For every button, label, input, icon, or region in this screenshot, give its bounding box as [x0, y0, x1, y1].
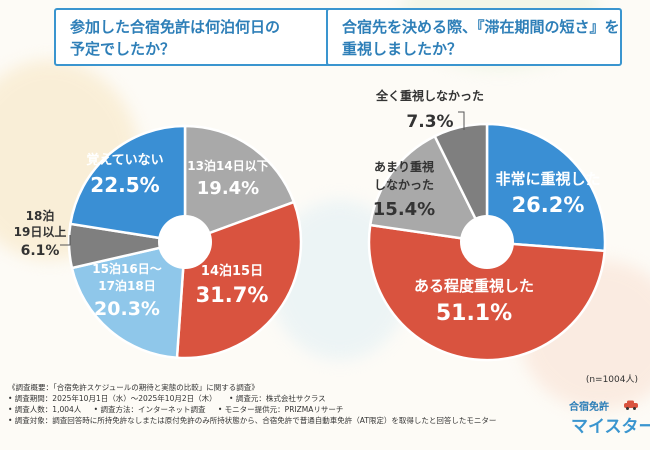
left-category-label-1: 14泊15日: [201, 263, 263, 279]
left-category-label-2: 17泊18日: [98, 278, 155, 293]
left-value-label-3: 6.1%: [21, 243, 60, 259]
right-value-label-1: 51.1%: [436, 301, 512, 326]
footer-row-2: • 調査人数：1,004人 • 調査方法：インターネット調査 • モニター提供元…: [8, 404, 568, 415]
right-value-label-3: 7.3%: [406, 112, 453, 132]
left-question-box: 参加した合宿免許は何泊何日の 予定でしたか？: [54, 8, 339, 66]
left-leader-line: [60, 235, 71, 246]
footer-row-1: • 調査期間：2025年10月1日（水）～2025年10月2日（木） • 調査元…: [8, 393, 568, 404]
left-slice-0: [183, 124, 296, 244]
right-value-label-0: 26.2%: [512, 193, 585, 217]
right-category-label-1: ある程度重視した: [414, 277, 534, 295]
left-category-label-3: 18泊: [26, 208, 55, 223]
left-question-line1: 参加した合宿免許は何泊何日の: [70, 18, 281, 36]
left-question-line2: 予定でしたか？: [70, 40, 176, 58]
right-donut-hole: [460, 215, 514, 269]
sample-size-note: (n=1004人): [585, 375, 638, 385]
right-category-label-2: しなかった: [374, 178, 434, 192]
left-donut-chart: 13泊14日以下 19.4% 14泊15日 31.7% 15泊16日～ 17泊18日 20.…: [14, 124, 303, 360]
footer-monitor: • モニター提供元：PRIZMAリサーチ: [217, 405, 344, 414]
left-slice-2: [70, 240, 187, 360]
right-question-box: 合宿先を決める際、『滞在期間の短さ』を 重視しましたか？: [326, 8, 622, 66]
left-category-label-4: 覚えていない: [85, 152, 163, 168]
right-category-label-0: 非常に重視した: [495, 170, 600, 188]
right-slice-2: [368, 134, 490, 244]
left-category-label-0: 13泊14日以下: [187, 158, 268, 173]
left-value-label-1: 31.7%: [196, 283, 269, 307]
left-value-label-2: 20.3%: [94, 298, 160, 320]
footer-respondents: • 調査人数：1,004人: [8, 405, 82, 414]
car-icon: [624, 400, 638, 410]
left-category-label-2: 15泊16日～: [92, 261, 161, 276]
right-leader-line: [458, 111, 465, 130]
brand-logo: 合宿免許 マイスター: [565, 398, 650, 442]
footer-source: • 調査元：株式会社サクラス: [229, 394, 326, 403]
logo-top-text: 合宿免許: [569, 402, 609, 413]
logo-main-text: マイスター: [571, 417, 650, 437]
left-slice-4: [68, 124, 187, 244]
footer-target: • 調査対象：調査回答時に所持免許なしまたは原付免許のみ所持状態から、合宿免許で…: [8, 416, 497, 425]
left-value-label-4: 22.5%: [90, 173, 159, 197]
right-value-label-2: 15.4%: [373, 199, 435, 220]
right-question-line2: 重視しましたか？: [342, 40, 463, 58]
right-slice-1: [367, 223, 607, 362]
footer-title: 《調査概要：「合宿免許スケジュールの期待と実態の比較」に関する調査》: [8, 383, 259, 392]
footer-period: • 調査期間：2025年10月1日（水）～2025年10月2日（木）: [8, 394, 217, 403]
left-donut-hole: [158, 215, 212, 269]
left-category-label-3: 19日以上: [14, 224, 67, 239]
right-category-label-2: あまり重視: [374, 159, 434, 174]
right-question-line1: 合宿先を決める際、『滞在期間の短さ』を: [342, 18, 620, 36]
right-slice-0: [485, 122, 607, 253]
right-category-label-3: 全く重視しなかった: [375, 88, 484, 103]
left-value-label-0: 19.4%: [197, 178, 259, 199]
footer-method: • 調査方法：インターネット調査: [93, 405, 206, 414]
right-slice-3: [433, 122, 489, 243]
survey-footer: 《調査概要：「合宿免許スケジュールの期待と実態の比較」に関する調査》 • 調査期…: [8, 382, 568, 426]
